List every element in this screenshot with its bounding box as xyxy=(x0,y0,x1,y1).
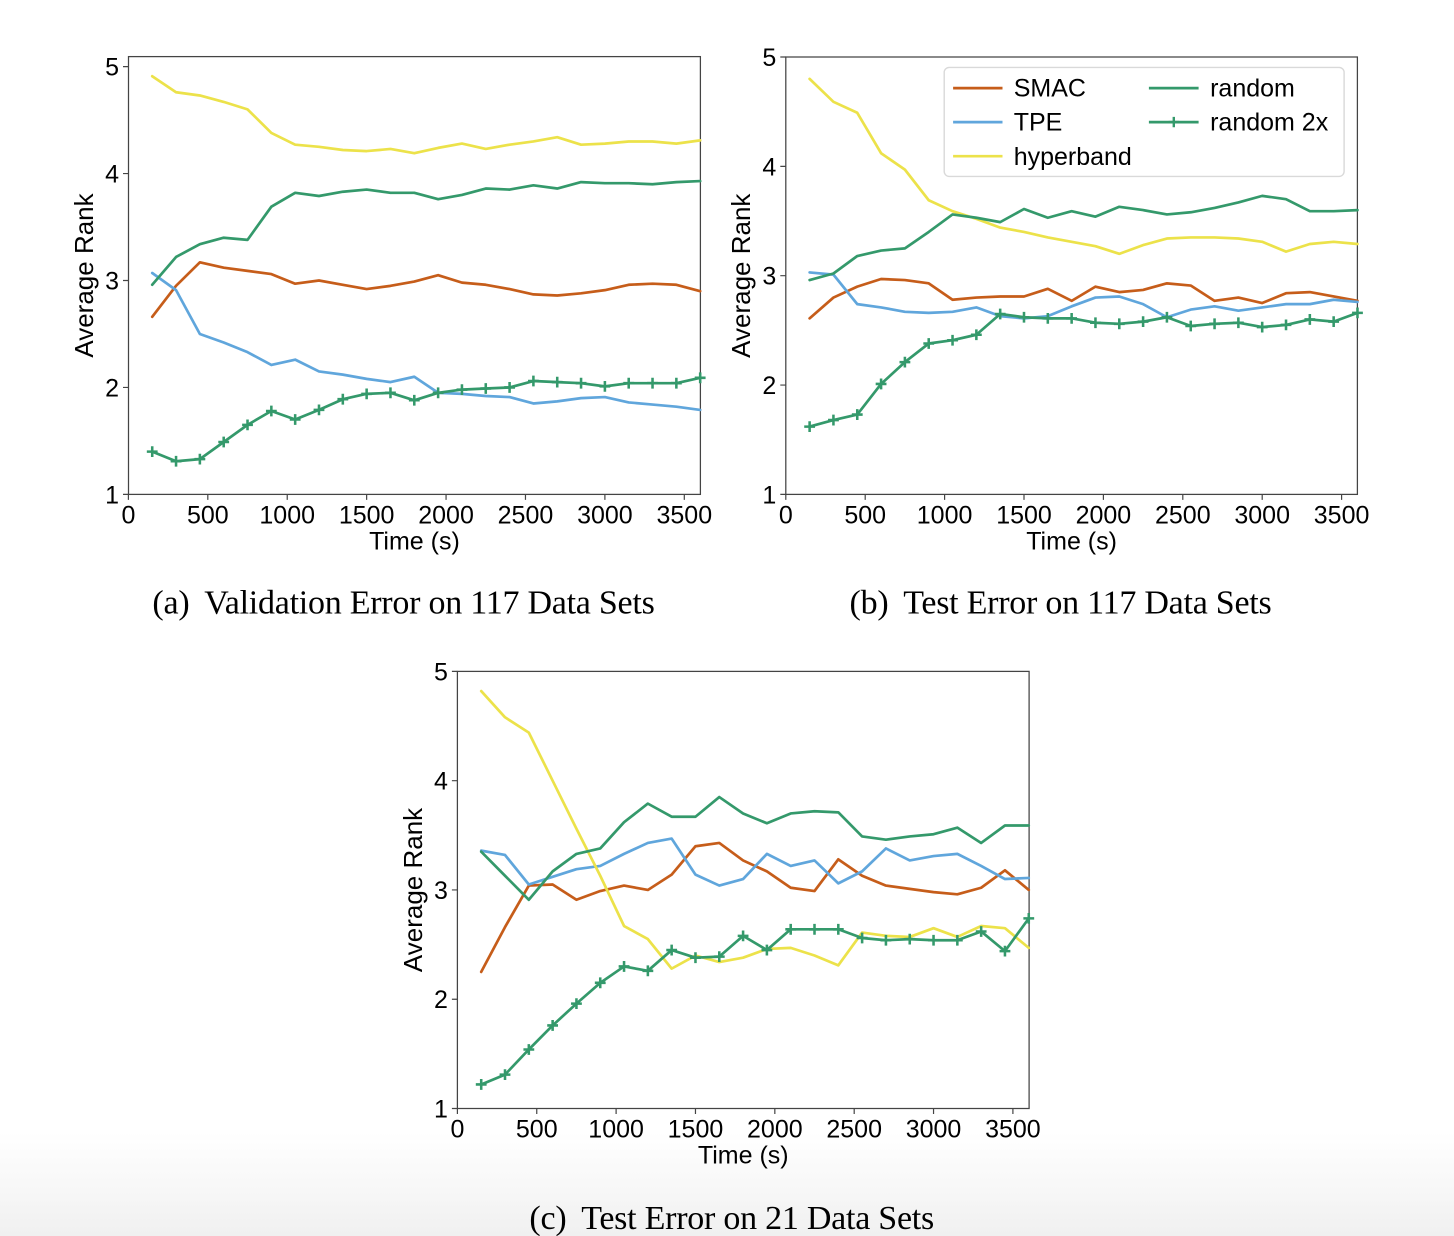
svg-text:2: 2 xyxy=(762,372,776,400)
svg-text:(a) Validation Error on 117 D: (a) Validation Error on 117 Data Sets xyxy=(152,585,654,622)
svg-text:1: 1 xyxy=(762,481,776,509)
svg-text:TPE: TPE xyxy=(1014,109,1063,137)
svg-text:Time (s): Time (s) xyxy=(698,1142,789,1170)
svg-text:1500: 1500 xyxy=(996,502,1052,530)
svg-text:2500: 2500 xyxy=(498,502,554,530)
svg-text:2000: 2000 xyxy=(418,502,474,530)
svg-text:Average Rank: Average Rank xyxy=(69,192,99,357)
svg-text:500: 500 xyxy=(844,502,886,530)
svg-text:Time (s): Time (s) xyxy=(369,528,460,556)
svg-text:2000: 2000 xyxy=(1076,502,1132,530)
svg-text:2500: 2500 xyxy=(1155,502,1211,530)
svg-text:5: 5 xyxy=(762,44,776,72)
svg-text:random: random xyxy=(1210,75,1295,103)
svg-text:0: 0 xyxy=(121,502,135,530)
svg-text:1: 1 xyxy=(434,1096,448,1124)
svg-text:Average Rank: Average Rank xyxy=(726,193,756,358)
svg-text:1000: 1000 xyxy=(917,502,973,530)
svg-text:1000: 1000 xyxy=(588,1116,644,1144)
svg-text:3000: 3000 xyxy=(577,502,633,530)
svg-text:1: 1 xyxy=(105,481,119,509)
svg-text:4: 4 xyxy=(434,768,448,796)
svg-text:0: 0 xyxy=(450,1116,464,1144)
svg-text:4: 4 xyxy=(762,153,776,181)
svg-text:5: 5 xyxy=(105,54,119,82)
svg-text:3500: 3500 xyxy=(1314,502,1370,530)
svg-text:1500: 1500 xyxy=(339,502,395,530)
svg-text:3: 3 xyxy=(105,268,119,296)
svg-text:3: 3 xyxy=(762,263,776,291)
svg-text:Time (s): Time (s) xyxy=(1026,528,1117,556)
svg-text:5: 5 xyxy=(434,658,448,686)
svg-text:3000: 3000 xyxy=(1234,502,1290,530)
svg-text:3: 3 xyxy=(434,877,448,905)
svg-text:(b) Test Error on 117 Data Se: (b) Test Error on 117 Data Sets xyxy=(850,585,1272,622)
svg-text:2: 2 xyxy=(434,986,448,1014)
svg-text:2500: 2500 xyxy=(826,1116,882,1144)
svg-text:Average Rank: Average Rank xyxy=(398,807,428,972)
svg-text:0: 0 xyxy=(779,502,793,530)
svg-text:4: 4 xyxy=(105,161,119,189)
svg-text:SMAC: SMAC xyxy=(1014,75,1086,103)
svg-text:1000: 1000 xyxy=(259,502,315,530)
svg-text:2: 2 xyxy=(105,374,119,402)
svg-text:3500: 3500 xyxy=(656,502,712,530)
svg-text:(c) Test Error on 21 Data Set: (c) Test Error on 21 Data Sets xyxy=(529,1200,934,1236)
svg-text:1500: 1500 xyxy=(668,1116,724,1144)
svg-text:3500: 3500 xyxy=(985,1116,1041,1144)
svg-text:2000: 2000 xyxy=(747,1116,803,1144)
svg-text:hyperband: hyperband xyxy=(1014,143,1132,171)
svg-text:500: 500 xyxy=(516,1116,558,1144)
svg-text:3000: 3000 xyxy=(906,1116,962,1144)
svg-text:random 2x: random 2x xyxy=(1210,109,1329,137)
svg-text:500: 500 xyxy=(187,502,229,530)
